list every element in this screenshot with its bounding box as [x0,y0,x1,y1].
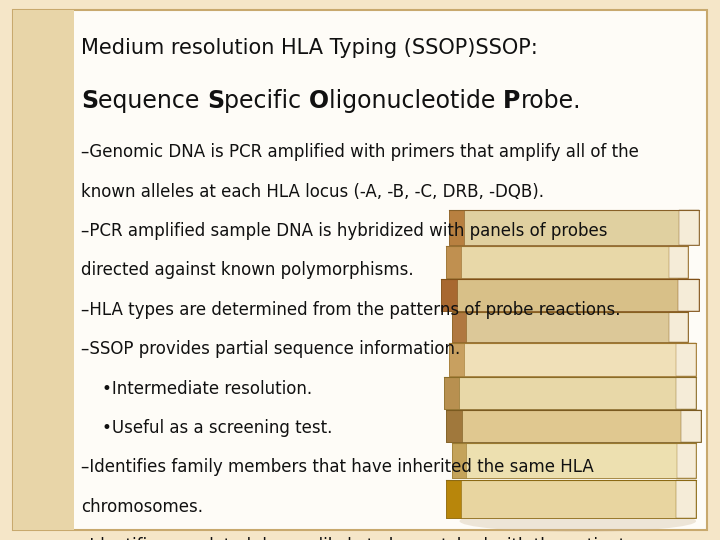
Text: •Useful as a screening test.: •Useful as a screening test. [81,419,333,437]
Bar [676,343,696,376]
Bar [449,210,464,245]
Bar [451,312,466,342]
Bar [441,279,698,311]
Bar [446,480,696,518]
Text: –SSOP provides partial sequence information.: –SSOP provides partial sequence informat… [81,340,461,358]
Bar [451,312,688,342]
Bar [446,410,462,442]
Bar [669,246,688,278]
Bar [444,377,459,409]
Bar [670,312,688,342]
Text: known alleles at each HLA locus (-A, -B, -C, DRB, -DQB).: known alleles at each HLA locus (-A, -B,… [81,183,544,200]
Bar [449,210,698,245]
Text: Medium resolution HLA Typing (SSOP)SSOP:: Medium resolution HLA Typing (SSOP)SSOP: [81,38,538,58]
Bar [451,443,696,478]
Ellipse shape [459,510,696,532]
Bar [441,279,456,311]
Bar [446,246,688,278]
Text: chromosomes.: chromosomes. [81,498,203,516]
Text: –Identifies family members that have inherited the same HLA: –Identifies family members that have inh… [81,458,594,476]
Text: S: S [207,89,225,113]
Bar [449,343,464,376]
Text: pecific: pecific [225,89,309,113]
Text: P: P [503,89,521,113]
Text: –Identifies unrelated donors likely to be matched with the patient.–: –Identifies unrelated donors likely to b… [81,537,639,540]
Bar [679,210,698,245]
Text: S: S [81,89,99,113]
Text: O: O [309,89,329,113]
Text: –HLA types are determined from the patterns of probe reactions.: –HLA types are determined from the patte… [81,301,621,319]
Bar [681,410,701,442]
Bar [446,480,462,518]
Bar [678,279,698,311]
Bar [676,480,696,518]
Text: –Genomic DNA is PCR amplified with primers that amplify all of the: –Genomic DNA is PCR amplified with prime… [81,143,639,161]
Bar [13,10,74,530]
Bar [449,343,696,376]
Bar [444,377,696,409]
Bar [446,410,701,442]
Text: equence: equence [99,89,207,113]
Bar [676,377,696,409]
Bar [446,246,461,278]
Bar [451,443,467,478]
Text: •Intermediate resolution.: •Intermediate resolution. [81,380,312,397]
Text: ligonucleotide: ligonucleotide [329,89,503,113]
Bar [677,443,696,478]
Text: directed against known polymorphisms.: directed against known polymorphisms. [81,261,414,279]
Text: robe.: robe. [521,89,581,113]
Text: –PCR amplified sample DNA is hybridized with panels of probes: –PCR amplified sample DNA is hybridized … [81,222,608,240]
